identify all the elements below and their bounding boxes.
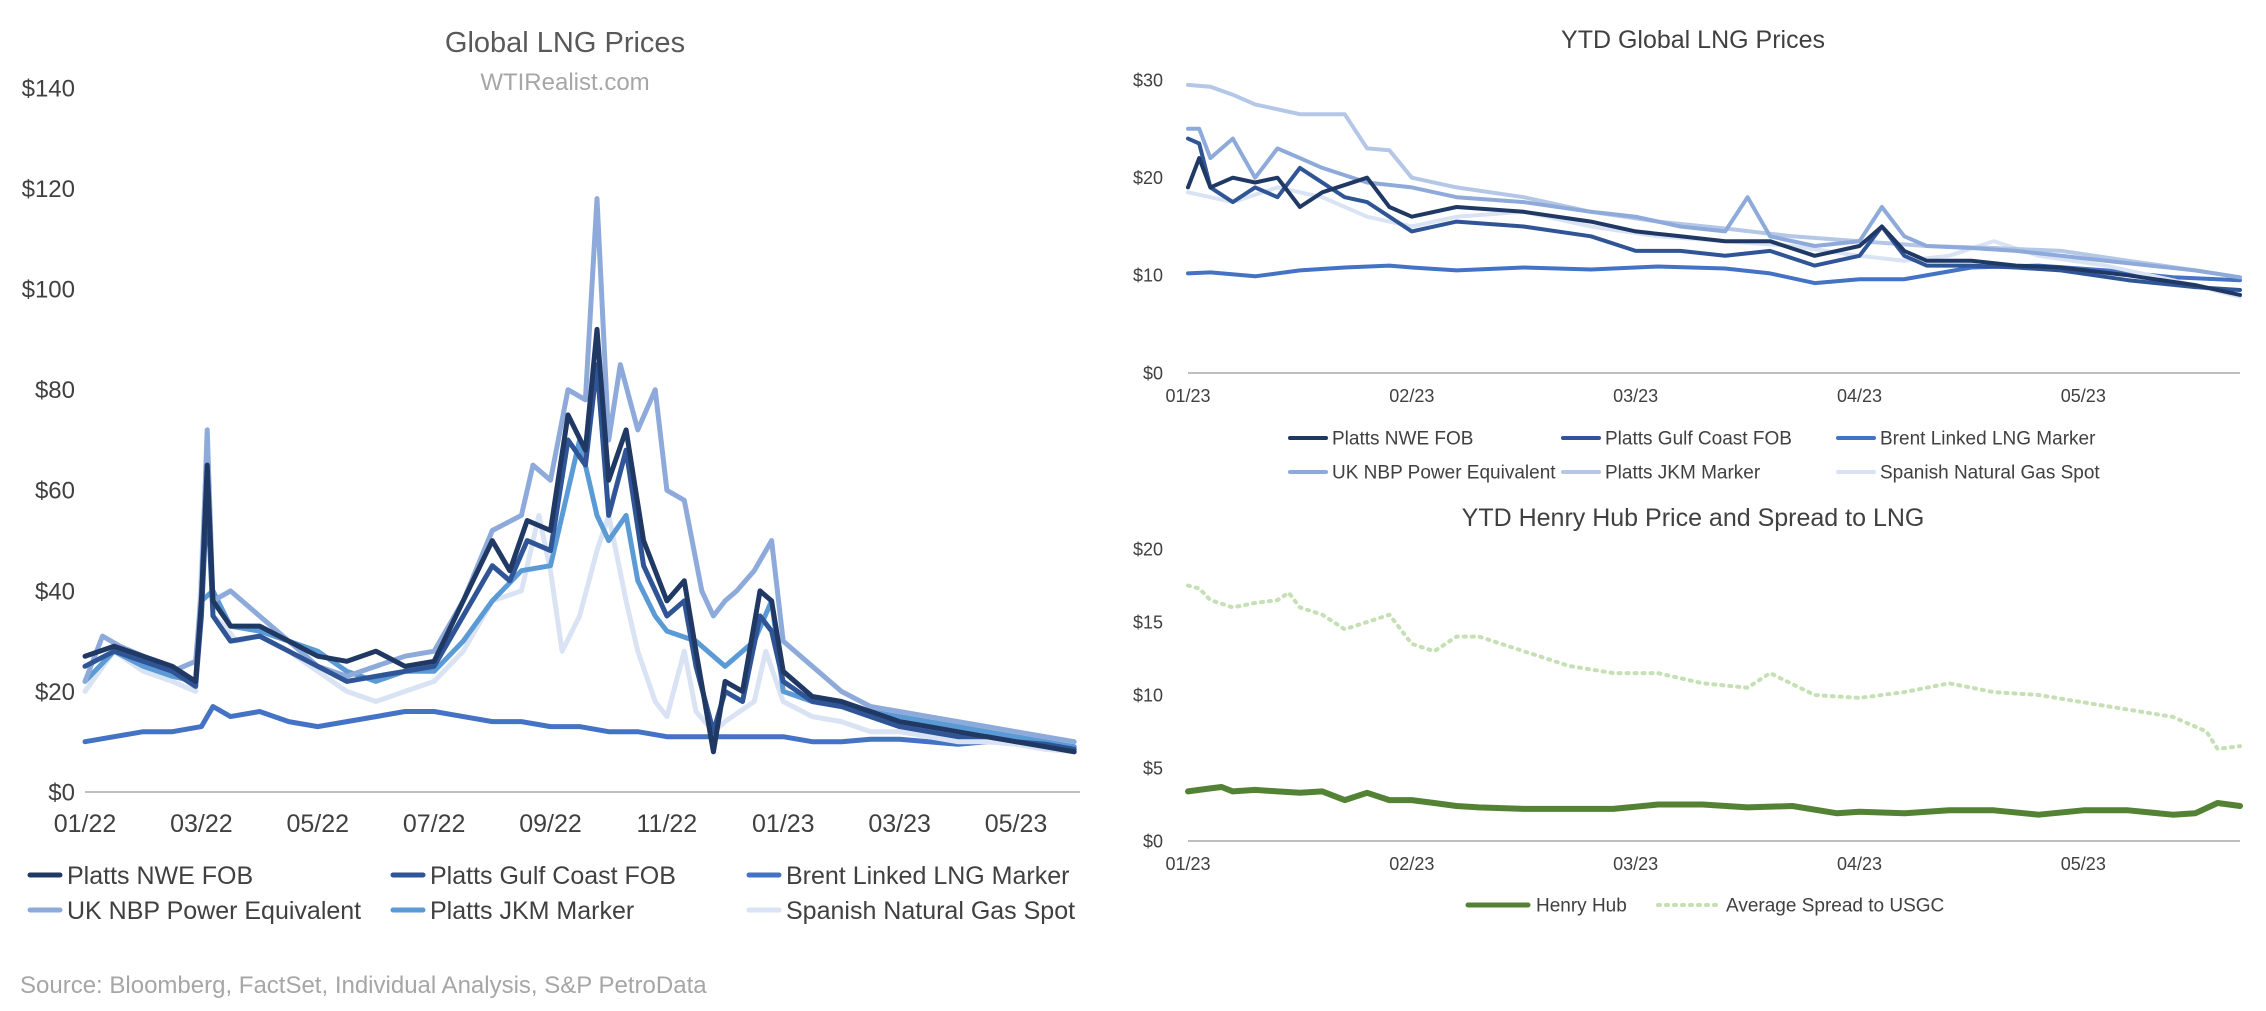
henry-hub-chart: YTD Henry Hub Price and Spread to LNG $0… xyxy=(1133,504,2243,917)
hh-series-henry-hub xyxy=(1185,784,2243,818)
hh-x-tick-label: 02/23 xyxy=(1389,854,1434,874)
global-y-tick-label: $20 xyxy=(35,679,75,706)
global-y-ticks: $0 $20 $40 $60 $80 $100 $120 $140 xyxy=(22,75,75,806)
hh-legend: Henry Hub Average Spread to USGC xyxy=(1465,896,1944,917)
global-x-tick-label: 01/22 xyxy=(54,810,117,838)
hh-series-average-spread-to-usgc xyxy=(1186,583,2242,751)
ytd-lng-chart: YTD Global LNG Prices $0$10$20$30 01/23 0… xyxy=(1133,26,2242,484)
ytd-x-tick-label: 03/23 xyxy=(1613,386,1658,406)
global-series-uk-nbp-power-equivalent xyxy=(82,196,1077,745)
legend-label-platts-gulf-coast-fob: Platts Gulf Coast FOB xyxy=(1605,429,1792,450)
legend-label-uk-nbp-power-equivalent: UK NBP Power Equivalent xyxy=(67,897,361,925)
global-x-tick-label: 03/23 xyxy=(868,810,931,838)
ytd-series-platts-gulf-coast-fob xyxy=(1186,136,2242,292)
legend-label-platts-nwe-fob: Platts NWE FOB xyxy=(1332,429,1473,450)
hh-y-tick-label: $5 xyxy=(1143,758,1163,778)
global-y-tick-label: $60 xyxy=(35,478,75,505)
legend-label-spanish-natural-gas-spot: Spanish Natural Gas Spot xyxy=(1880,463,2100,484)
legend-label-uk-nbp-power-equivalent: UK NBP Power Equivalent xyxy=(1332,463,1556,484)
ytd-y-tick-label: $30 xyxy=(1133,70,1163,90)
legend-label-brent-linked-lng-marker: Brent Linked LNG Marker xyxy=(786,862,1069,890)
global-series xyxy=(82,196,1077,755)
global-x-tick-label: 01/23 xyxy=(752,810,815,838)
ytd-y-tick-label: $20 xyxy=(1133,168,1163,188)
global-y-tick-label: $80 xyxy=(35,377,75,404)
hh-y-tick-label: $15 xyxy=(1133,612,1163,632)
ytd-series xyxy=(1186,82,2242,299)
global-x-tick-label: 07/22 xyxy=(403,810,466,838)
ytd-y-tick-label: $0 xyxy=(1143,363,1163,383)
global-y-tick-label: $40 xyxy=(35,578,75,605)
global-legend: Platts NWE FOB Platts Gulf Coast FOB Brent… xyxy=(27,862,1075,925)
ytd-x-tick-label: 01/23 xyxy=(1165,386,1210,406)
global-series-platts-gulf-coast-fob xyxy=(82,362,1077,752)
hh-series xyxy=(1185,583,2243,818)
global-x-tick-label: 03/22 xyxy=(170,810,233,838)
hh-y-tick-label: $10 xyxy=(1133,685,1163,705)
source-note: Source: Bloomberg, FactSet, Individual A… xyxy=(20,972,707,999)
global-x-tick-label: 05/22 xyxy=(286,810,349,838)
legend-label-spanish-natural-gas-spot: Spanish Natural Gas Spot xyxy=(786,897,1075,925)
legend-label-average-spread-to-usgc: Average Spread to USGC xyxy=(1726,896,1944,917)
global-series-brent-linked-lng-marker xyxy=(82,704,1077,750)
global-x-tick-label: 11/22 xyxy=(637,810,698,838)
hh-x-ticks: 01/23 02/23 03/23 04/23 05/23 xyxy=(1165,854,2105,874)
ytd-x-ticks: 01/23 02/23 03/23 04/23 05/23 xyxy=(1165,386,2105,406)
ytd-legend: Platts NWE FOB Platts Gulf Coast FOB Brent… xyxy=(1288,429,2100,484)
ytd-series-platts-jkm-marker xyxy=(1186,82,2242,280)
ytd-series-platts-nwe-fob xyxy=(1186,156,2242,297)
legend-label-platts-jkm-marker: Platts JKM Marker xyxy=(430,897,634,925)
ytd-y-ticks: $0 $10 $20 $30 xyxy=(1133,70,1163,383)
legend-label-platts-jkm-marker: Platts JKM Marker xyxy=(1605,463,1761,484)
legend-label-platts-gulf-coast-fob: Platts Gulf Coast FOB xyxy=(430,862,676,890)
global-chart-subtitle: WTIRealist.com xyxy=(480,69,649,96)
legend-label-platts-nwe-fob: Platts NWE FOB xyxy=(67,862,253,890)
ytd-series-spanish-natural-gas-spot xyxy=(1186,185,2242,299)
ytd-x-tick-label: 04/23 xyxy=(1837,386,1882,406)
legend-label-brent-linked-lng-marker: Brent Linked LNG Marker xyxy=(1880,429,2096,450)
hh-chart-title: YTD Henry Hub Price and Spread to LNG xyxy=(1462,504,1925,532)
global-series-platts-nwe-fob xyxy=(82,326,1077,755)
legend-label-henry-hub: Henry Hub xyxy=(1536,896,1627,917)
global-y-tick-label: $100 xyxy=(22,277,75,304)
global-y-tick-label: $120 xyxy=(22,176,75,203)
global-series-spanish-natural-gas-spot xyxy=(82,447,1077,755)
hh-y-ticks: $0 $5 $10 $15 $20 xyxy=(1133,539,1163,851)
global-chart-title: Global LNG Prices xyxy=(445,27,685,59)
hh-y-tick-label: $0 xyxy=(1143,831,1163,851)
hh-x-tick-label: 01/23 xyxy=(1165,854,1210,874)
hh-x-tick-label: 05/23 xyxy=(2061,854,2106,874)
global-y-tick-label: $140 xyxy=(22,75,75,102)
hh-x-tick-label: 04/23 xyxy=(1837,854,1882,874)
ytd-series-uk-nbp-power-equivalent xyxy=(1186,126,2242,280)
global-x-tick-label: 05/23 xyxy=(985,810,1048,838)
ytd-y-tick-label: $10 xyxy=(1133,266,1163,286)
hh-x-tick-label: 03/23 xyxy=(1613,854,1658,874)
hh-y-tick-label: $20 xyxy=(1133,539,1163,559)
global-lng-chart: Global LNG Prices WTIRealist.com $0 $20 $4… xyxy=(22,27,1080,925)
ytd-x-tick-label: 02/23 xyxy=(1389,386,1434,406)
global-x-tick-label: 09/22 xyxy=(519,810,582,838)
global-y-tick-label: $0 xyxy=(48,779,75,806)
ytd-chart-title: YTD Global LNG Prices xyxy=(1561,26,1825,54)
global-x-ticks: 01/22 03/22 05/22 07/22 09/22 11/22 01/23 03/23… xyxy=(54,810,1048,838)
ytd-x-tick-label: 05/23 xyxy=(2061,386,2106,406)
